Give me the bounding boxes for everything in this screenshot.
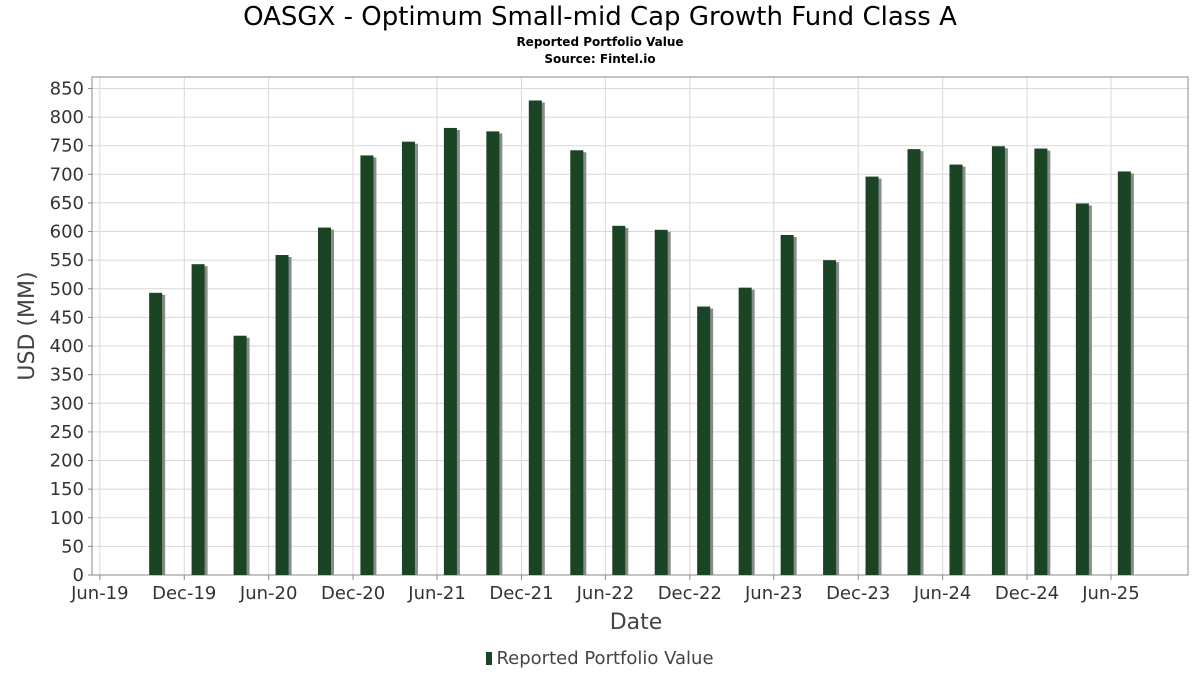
plot-border <box>91 76 1189 576</box>
bar <box>1075 203 1089 575</box>
bar <box>823 260 837 575</box>
bar <box>191 264 205 575</box>
y-axis-label: USD (MM) <box>15 271 40 380</box>
bar <box>275 255 289 575</box>
bar <box>1117 171 1131 575</box>
bar <box>443 127 457 575</box>
y-tick-label: 0 <box>73 565 84 586</box>
legend-swatch <box>486 652 493 665</box>
y-tick-label: 800 <box>50 107 84 128</box>
bar <box>738 287 752 575</box>
bar <box>612 225 626 576</box>
x-tick-label: Jun-25 <box>1081 583 1140 604</box>
x-tick-label: Dec-23 <box>826 583 890 604</box>
x-tick-label: Jun-21 <box>407 583 466 604</box>
y-tick-label: 350 <box>50 365 84 386</box>
bar <box>317 227 331 575</box>
y-tick-label: 200 <box>50 451 84 472</box>
x-tick-label: Dec-24 <box>995 583 1059 604</box>
bar <box>570 150 584 575</box>
bar <box>1034 148 1048 575</box>
y-tick-label: 300 <box>50 393 84 414</box>
y-tick-label: 500 <box>50 279 84 300</box>
bar <box>697 306 711 575</box>
y-tick-label: 600 <box>50 222 84 243</box>
bar <box>360 155 374 575</box>
legend-label: Reported Portfolio Value <box>496 648 714 669</box>
chart-subtitle: Reported Portfolio Value <box>516 35 684 49</box>
bar <box>486 131 500 575</box>
bar <box>528 100 542 575</box>
chart-title: OASGX - Optimum Small-mid Cap Growth Fun… <box>243 2 957 32</box>
y-tick-label: 50 <box>61 536 84 557</box>
x-tick-label: Dec-22 <box>658 583 722 604</box>
bar <box>907 149 921 575</box>
plot-area <box>92 77 1188 575</box>
y-tick-label: 100 <box>50 508 84 529</box>
x-tick-label: Dec-19 <box>152 583 216 604</box>
y-tick-label: 850 <box>50 78 84 99</box>
bar <box>654 229 668 576</box>
y-tick-label: 750 <box>50 136 84 157</box>
y-tick-label: 650 <box>50 193 84 214</box>
y-tick-label: 700 <box>50 164 84 185</box>
x-tick-label: Jun-24 <box>913 583 972 604</box>
y-tick-label: 450 <box>50 307 84 328</box>
chart-legend: Reported Portfolio Value <box>0 648 1200 669</box>
y-tick-label: 400 <box>50 336 84 357</box>
bar <box>991 146 1005 575</box>
y-tick-label: 550 <box>50 250 84 271</box>
x-tick-label: Dec-21 <box>489 583 553 604</box>
y-tick-label: 250 <box>50 422 84 443</box>
y-tick-label: 150 <box>50 479 84 500</box>
bar <box>233 335 247 575</box>
bar <box>949 164 963 575</box>
x-tick-label: Jun-20 <box>239 583 298 604</box>
x-tick-label: Jun-23 <box>744 583 803 604</box>
bar <box>865 176 879 575</box>
x-tick-label: Jun-19 <box>70 583 129 604</box>
bar <box>149 292 163 575</box>
x-tick-label: Dec-20 <box>321 583 385 604</box>
chart-source: Source: Fintel.io <box>544 52 656 66</box>
bar <box>780 234 794 575</box>
x-axis-label: Date <box>610 610 663 635</box>
x-tick-label: Jun-22 <box>576 583 635 604</box>
bar <box>401 141 415 576</box>
